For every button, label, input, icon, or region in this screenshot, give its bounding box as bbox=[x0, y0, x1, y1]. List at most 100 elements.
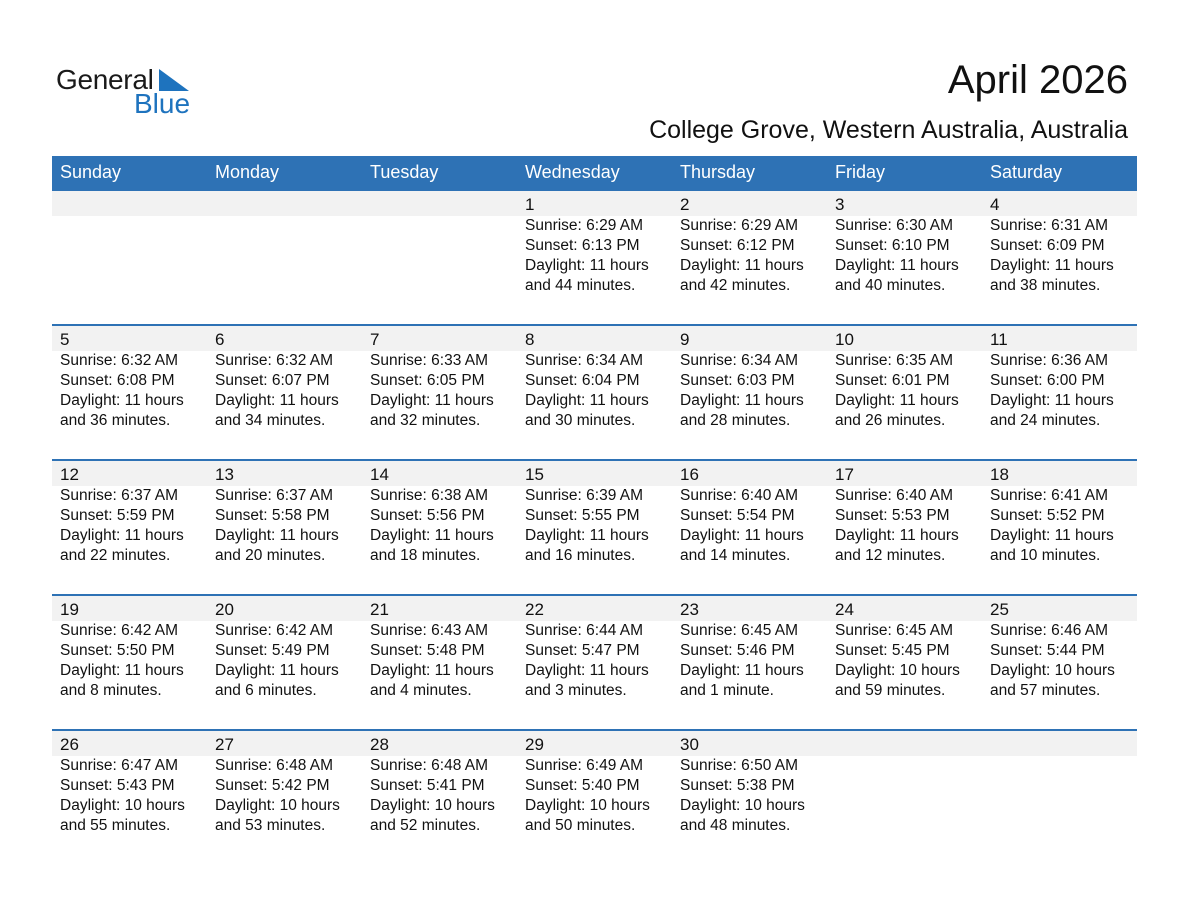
sunset-text: Sunset: 6:05 PM bbox=[370, 372, 485, 389]
sunrise-text: Sunrise: 6:45 AM bbox=[835, 622, 954, 639]
sunrise-text: Sunrise: 6:32 AM bbox=[215, 352, 334, 369]
day-number: 26 bbox=[60, 735, 79, 754]
sunset-text: Sunset: 5:52 PM bbox=[990, 507, 1105, 524]
daylight-minutes-text: and 30 minutes. bbox=[525, 412, 636, 429]
daylight-minutes-text: and 1 minute. bbox=[680, 682, 774, 699]
daylight-text: Daylight: 10 hours bbox=[60, 797, 185, 814]
daylight-text: Daylight: 10 hours bbox=[370, 797, 495, 814]
sunset-text: Sunset: 5:59 PM bbox=[60, 507, 175, 524]
sunset-text: Sunset: 5:43 PM bbox=[60, 777, 175, 794]
daylight-text: Daylight: 10 hours bbox=[525, 797, 650, 814]
day-number: 27 bbox=[215, 735, 234, 754]
daylight-text: Daylight: 11 hours bbox=[990, 527, 1114, 544]
sunrise-text: Sunrise: 6:45 AM bbox=[680, 622, 799, 639]
sunrise-text: Sunrise: 6:31 AM bbox=[990, 217, 1109, 234]
daylight-minutes-text: and 22 minutes. bbox=[60, 547, 171, 564]
day-number: 4 bbox=[990, 195, 1000, 214]
sunrise-text: Sunrise: 6:48 AM bbox=[370, 757, 489, 774]
day-cell: 2 Sunrise: 6:29 AM Sunset: 6:12 PM Daylight… bbox=[672, 191, 827, 324]
daylight-text: Daylight: 11 hours bbox=[835, 527, 959, 544]
location-subtitle: College Grove, Western Australia, Austra… bbox=[649, 116, 1128, 144]
day-cell: 25 Sunrise: 6:46 AM Sunset: 5:44 PM Dayligh… bbox=[982, 596, 1137, 729]
daylight-minutes-text: and 53 minutes. bbox=[215, 817, 326, 834]
day-cell: 13 Sunrise: 6:37 AM Sunset: 5:58 PM Dayligh… bbox=[207, 461, 362, 594]
daylight-text: Daylight: 11 hours bbox=[60, 662, 184, 679]
daylight-minutes-text: and 6 minutes. bbox=[215, 682, 317, 699]
sunset-text: Sunset: 5:41 PM bbox=[370, 777, 485, 794]
day-number: 11 bbox=[990, 330, 1008, 349]
day-number: 28 bbox=[370, 735, 389, 754]
day-number: 8 bbox=[525, 330, 535, 349]
week-row: 5 Sunrise: 6:32 AM Sunset: 6:08 PM Daylight… bbox=[52, 324, 1137, 459]
daylight-minutes-text: and 48 minutes. bbox=[680, 817, 791, 834]
sunrise-text: Sunrise: 6:40 AM bbox=[680, 487, 799, 504]
daylight-text: Daylight: 11 hours bbox=[680, 662, 804, 679]
daylight-text: Daylight: 11 hours bbox=[525, 527, 649, 544]
daylight-minutes-text: and 3 minutes. bbox=[525, 682, 627, 699]
day-number-strip bbox=[52, 191, 1137, 216]
daylight-text: Daylight: 11 hours bbox=[680, 257, 804, 274]
daylight-text: Daylight: 11 hours bbox=[370, 392, 494, 409]
sunset-text: Sunset: 5:53 PM bbox=[835, 507, 950, 524]
day-cell: 6 Sunrise: 6:32 AM Sunset: 6:07 PM Daylight… bbox=[207, 326, 362, 459]
sunset-text: Sunset: 5:56 PM bbox=[370, 507, 485, 524]
day-number: 12 bbox=[60, 465, 79, 484]
day-cell: 17 Sunrise: 6:40 AM Sunset: 5:53 PM Dayligh… bbox=[827, 461, 982, 594]
day-number: 14 bbox=[370, 465, 389, 484]
daylight-text: Daylight: 11 hours bbox=[525, 257, 649, 274]
sunrise-text: Sunrise: 6:35 AM bbox=[835, 352, 954, 369]
day-number: 2 bbox=[680, 195, 690, 214]
sunrise-text: Sunrise: 6:37 AM bbox=[60, 487, 179, 504]
day-number-strip bbox=[52, 326, 1137, 351]
day-number-strip bbox=[52, 596, 1137, 621]
sunrise-text: Sunrise: 6:39 AM bbox=[525, 487, 644, 504]
day-number: 25 bbox=[990, 600, 1009, 619]
day-number: 9 bbox=[680, 330, 690, 349]
daylight-minutes-text: and 32 minutes. bbox=[370, 412, 481, 429]
empty-cell bbox=[362, 191, 517, 324]
sunrise-text: Sunrise: 6:29 AM bbox=[680, 217, 799, 234]
day-number: 15 bbox=[525, 465, 544, 484]
daylight-minutes-text: and 24 minutes. bbox=[990, 412, 1101, 429]
day-number: 7 bbox=[370, 330, 380, 349]
daylight-text: Daylight: 11 hours bbox=[215, 662, 339, 679]
daylight-minutes-text: and 10 minutes. bbox=[990, 547, 1101, 564]
daylight-minutes-text: and 34 minutes. bbox=[215, 412, 326, 429]
sunset-text: Sunset: 5:38 PM bbox=[680, 777, 795, 794]
sunrise-text: Sunrise: 6:32 AM bbox=[60, 352, 179, 369]
daylight-text: Daylight: 11 hours bbox=[370, 662, 494, 679]
calendar-grid: Sunday Monday Tuesday Wednesday Thursday Frid… bbox=[52, 156, 1137, 864]
logo-text-general: General bbox=[56, 64, 154, 95]
daylight-text: Daylight: 11 hours bbox=[525, 392, 649, 409]
sunrise-text: Sunrise: 6:46 AM bbox=[990, 622, 1109, 639]
weekday-friday: Friday bbox=[835, 162, 886, 182]
day-cell: 29 Sunrise: 6:49 AM Sunset: 5:40 PM Dayligh… bbox=[517, 731, 672, 864]
empty-cell bbox=[52, 191, 207, 324]
daylight-minutes-text: and 20 minutes. bbox=[215, 547, 326, 564]
sunset-text: Sunset: 5:49 PM bbox=[215, 642, 330, 659]
day-number-strip bbox=[52, 461, 1137, 486]
day-number: 5 bbox=[60, 330, 70, 349]
weekday-wednesday: Wednesday bbox=[525, 162, 620, 182]
daylight-text: Daylight: 10 hours bbox=[835, 662, 960, 679]
daylight-text: Daylight: 11 hours bbox=[215, 392, 339, 409]
sunrise-text: Sunrise: 6:42 AM bbox=[215, 622, 334, 639]
sunrise-text: Sunrise: 6:38 AM bbox=[370, 487, 489, 504]
sunset-text: Sunset: 5:44 PM bbox=[990, 642, 1105, 659]
day-cell: 8 Sunrise: 6:34 AM Sunset: 6:04 PM Daylight… bbox=[517, 326, 672, 459]
day-number: 16 bbox=[680, 465, 699, 484]
day-cell: 11 Sunrise: 6:36 AM Sunset: 6:00 PM Dayligh… bbox=[982, 326, 1137, 459]
sunset-text: Sunset: 5:58 PM bbox=[215, 507, 330, 524]
day-cell: 3 Sunrise: 6:30 AM Sunset: 6:10 PM Daylight… bbox=[827, 191, 982, 324]
sunrise-text: Sunrise: 6:30 AM bbox=[835, 217, 954, 234]
daylight-minutes-text: and 8 minutes. bbox=[60, 682, 162, 699]
day-cell: 10 Sunrise: 6:35 AM Sunset: 6:01 PM Dayligh… bbox=[827, 326, 982, 459]
day-cell: 20 Sunrise: 6:42 AM Sunset: 5:49 PM Dayligh… bbox=[207, 596, 362, 729]
sunrise-text: Sunrise: 6:33 AM bbox=[370, 352, 489, 369]
sunrise-text: Sunrise: 6:48 AM bbox=[215, 757, 334, 774]
week-row: 26 Sunrise: 6:47 AM Sunset: 5:43 PM Dayligh… bbox=[52, 729, 1137, 864]
daylight-text: Daylight: 11 hours bbox=[525, 662, 649, 679]
daylight-text: Daylight: 10 hours bbox=[215, 797, 340, 814]
day-cell: 1 Sunrise: 6:29 AM Sunset: 6:13 PM Daylight… bbox=[517, 191, 672, 324]
sunset-text: Sunset: 6:00 PM bbox=[990, 372, 1105, 389]
